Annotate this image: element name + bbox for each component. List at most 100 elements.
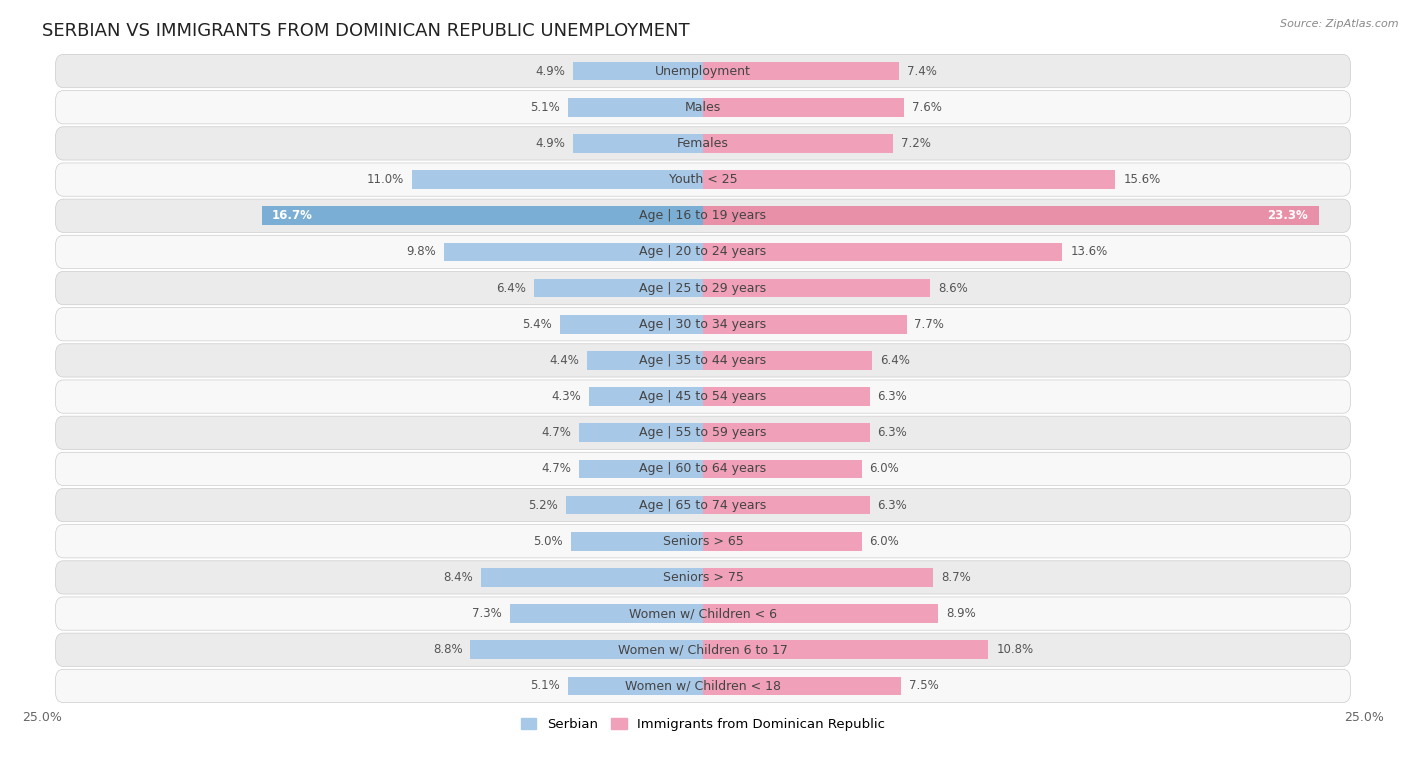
- Bar: [703, 98, 904, 117]
- Text: Age | 60 to 64 years: Age | 60 to 64 years: [640, 463, 766, 475]
- FancyBboxPatch shape: [55, 633, 1351, 666]
- FancyBboxPatch shape: [55, 344, 1351, 377]
- Bar: [703, 532, 862, 550]
- Text: 6.3%: 6.3%: [877, 426, 907, 439]
- Text: Women w/ Children < 6: Women w/ Children < 6: [628, 607, 778, 620]
- Text: Age | 20 to 24 years: Age | 20 to 24 years: [640, 245, 766, 258]
- Text: 4.4%: 4.4%: [548, 354, 579, 367]
- Text: 6.3%: 6.3%: [877, 390, 907, 403]
- Bar: [703, 207, 1319, 225]
- Text: 5.4%: 5.4%: [523, 318, 553, 331]
- Text: Age | 45 to 54 years: Age | 45 to 54 years: [640, 390, 766, 403]
- Bar: [510, 604, 703, 623]
- Bar: [574, 61, 703, 80]
- Bar: [703, 640, 988, 659]
- Bar: [574, 134, 703, 153]
- Text: Age | 16 to 19 years: Age | 16 to 19 years: [640, 209, 766, 223]
- Bar: [703, 568, 934, 587]
- Text: 8.7%: 8.7%: [941, 571, 970, 584]
- FancyBboxPatch shape: [55, 452, 1351, 485]
- Bar: [703, 423, 869, 442]
- FancyBboxPatch shape: [55, 488, 1351, 522]
- FancyBboxPatch shape: [55, 307, 1351, 341]
- Text: Age | 25 to 29 years: Age | 25 to 29 years: [640, 282, 766, 294]
- Text: 5.0%: 5.0%: [533, 534, 562, 548]
- Text: Unemployment: Unemployment: [655, 64, 751, 77]
- Text: 6.4%: 6.4%: [496, 282, 526, 294]
- FancyBboxPatch shape: [55, 561, 1351, 594]
- Text: Age | 65 to 74 years: Age | 65 to 74 years: [640, 499, 766, 512]
- Bar: [262, 207, 703, 225]
- Text: Seniors > 75: Seniors > 75: [662, 571, 744, 584]
- Text: 6.4%: 6.4%: [880, 354, 910, 367]
- FancyBboxPatch shape: [55, 380, 1351, 413]
- Bar: [579, 459, 703, 478]
- Text: 9.8%: 9.8%: [406, 245, 436, 258]
- Text: 6.0%: 6.0%: [869, 534, 900, 548]
- Text: 5.1%: 5.1%: [530, 101, 560, 114]
- Text: Age | 35 to 44 years: Age | 35 to 44 years: [640, 354, 766, 367]
- Bar: [703, 496, 869, 515]
- Legend: Serbian, Immigrants from Dominican Republic: Serbian, Immigrants from Dominican Repub…: [515, 713, 891, 737]
- Bar: [703, 604, 938, 623]
- Bar: [703, 134, 893, 153]
- Text: 7.5%: 7.5%: [910, 680, 939, 693]
- Text: 7.3%: 7.3%: [472, 607, 502, 620]
- FancyBboxPatch shape: [55, 199, 1351, 232]
- Bar: [568, 677, 703, 696]
- Bar: [579, 423, 703, 442]
- Bar: [471, 640, 703, 659]
- FancyBboxPatch shape: [55, 525, 1351, 558]
- Text: 5.1%: 5.1%: [530, 680, 560, 693]
- Bar: [481, 568, 703, 587]
- Bar: [565, 496, 703, 515]
- Text: 6.0%: 6.0%: [869, 463, 900, 475]
- Bar: [589, 387, 703, 406]
- Bar: [703, 242, 1063, 261]
- FancyBboxPatch shape: [55, 669, 1351, 702]
- FancyBboxPatch shape: [55, 163, 1351, 196]
- Bar: [568, 98, 703, 117]
- FancyBboxPatch shape: [55, 416, 1351, 450]
- Text: Age | 30 to 34 years: Age | 30 to 34 years: [640, 318, 766, 331]
- Text: 8.4%: 8.4%: [443, 571, 472, 584]
- Text: Males: Males: [685, 101, 721, 114]
- Text: 7.6%: 7.6%: [912, 101, 942, 114]
- Text: SERBIAN VS IMMIGRANTS FROM DOMINICAN REPUBLIC UNEMPLOYMENT: SERBIAN VS IMMIGRANTS FROM DOMINICAN REP…: [42, 22, 690, 40]
- FancyBboxPatch shape: [55, 235, 1351, 269]
- Bar: [703, 315, 907, 334]
- Text: Source: ZipAtlas.com: Source: ZipAtlas.com: [1281, 19, 1399, 29]
- Text: Seniors > 65: Seniors > 65: [662, 534, 744, 548]
- Bar: [703, 351, 872, 370]
- Text: 8.8%: 8.8%: [433, 643, 463, 656]
- Bar: [703, 677, 901, 696]
- Text: 15.6%: 15.6%: [1123, 173, 1160, 186]
- Text: 6.3%: 6.3%: [877, 499, 907, 512]
- FancyBboxPatch shape: [55, 272, 1351, 305]
- Text: 5.2%: 5.2%: [527, 499, 558, 512]
- Bar: [703, 279, 931, 298]
- Bar: [703, 387, 869, 406]
- Text: Women w/ Children < 18: Women w/ Children < 18: [626, 680, 780, 693]
- Text: Youth < 25: Youth < 25: [669, 173, 737, 186]
- Text: 7.2%: 7.2%: [901, 137, 931, 150]
- Text: 11.0%: 11.0%: [367, 173, 405, 186]
- Text: 4.9%: 4.9%: [536, 64, 565, 77]
- Text: Women w/ Children 6 to 17: Women w/ Children 6 to 17: [619, 643, 787, 656]
- Text: 4.9%: 4.9%: [536, 137, 565, 150]
- FancyBboxPatch shape: [55, 597, 1351, 631]
- Bar: [703, 61, 898, 80]
- Bar: [412, 170, 703, 189]
- FancyBboxPatch shape: [55, 91, 1351, 124]
- Bar: [534, 279, 703, 298]
- Bar: [703, 459, 862, 478]
- FancyBboxPatch shape: [55, 55, 1351, 88]
- Text: 13.6%: 13.6%: [1070, 245, 1108, 258]
- Bar: [703, 170, 1115, 189]
- Bar: [586, 351, 703, 370]
- Text: Females: Females: [678, 137, 728, 150]
- Bar: [571, 532, 703, 550]
- Text: 4.7%: 4.7%: [541, 426, 571, 439]
- Text: 8.9%: 8.9%: [946, 607, 976, 620]
- Text: 7.7%: 7.7%: [914, 318, 945, 331]
